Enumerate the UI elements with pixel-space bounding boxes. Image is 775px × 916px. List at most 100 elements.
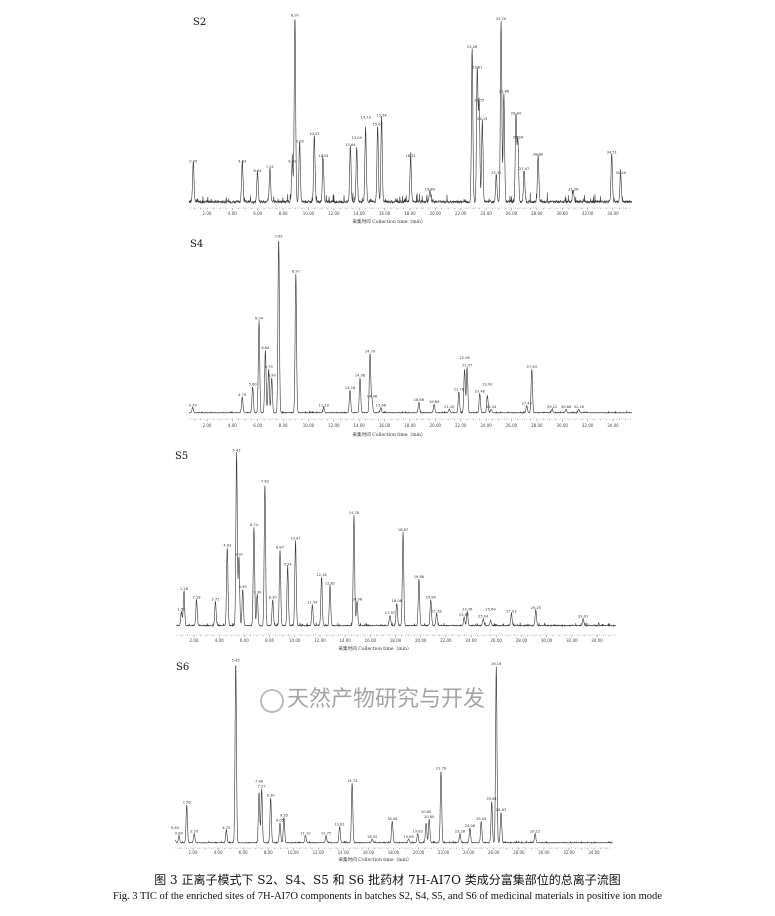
x-tick-label: 4.00 [214, 850, 223, 855]
x-tick-label: 20.00 [413, 850, 425, 855]
peak-label: 8.30 [267, 794, 276, 798]
x-tick-label: 4.00 [228, 211, 237, 216]
x-tick-label: 18.00 [404, 423, 416, 428]
peak-label: 7.65 [275, 235, 283, 239]
x-tick-label: 14.00 [339, 638, 351, 643]
x-tick-label: 10.00 [303, 423, 315, 428]
peak-label: 28.80 [533, 152, 544, 156]
peak-label: 6.92 [288, 160, 296, 164]
x-tick-label: 22.00 [455, 211, 467, 216]
peak-label: 7.51 [266, 165, 274, 169]
peak-label: 21.28 [431, 609, 442, 613]
peak-label: 25.70 [496, 17, 507, 21]
peak-label: 20.80 [424, 815, 435, 819]
peak-label: 4.79 [238, 393, 247, 397]
panel-title: S4 [190, 239, 203, 250]
x-tick-label: 30.00 [538, 850, 550, 855]
x-tick-label: 18.00 [390, 638, 402, 643]
x-tick-label: 2.00 [203, 211, 212, 216]
x-tick-label: 26.00 [491, 638, 503, 643]
peak-label: 0.79 [189, 403, 198, 407]
x-tick-label: 6.00 [239, 850, 248, 855]
peak-label: 29.22 [530, 830, 540, 834]
peak-label: 7.48 [255, 779, 264, 783]
peak-label: 1.56 [183, 801, 192, 805]
x-tick-label: 20.00 [415, 638, 427, 643]
peak-label: 14.78 [349, 511, 360, 515]
peak-label: 13.09 [352, 136, 363, 140]
peak-label: 31.16 [574, 405, 585, 409]
peak-label: 31.56 [568, 187, 579, 191]
peak-label: 14.79 [365, 349, 376, 353]
peak-label: 3.72 [211, 597, 219, 601]
peak-label: 12.75 [321, 831, 331, 835]
peak-label: 5.60 [249, 382, 258, 386]
peak-label: 25.86 [499, 89, 510, 93]
peak-label: 19.86 [414, 575, 425, 579]
peak-label: 21.78 [454, 388, 465, 392]
peak-label: 24.15 [477, 117, 487, 121]
peak-label: 14.74 [347, 779, 358, 783]
peak-label: 25.04 [478, 615, 489, 619]
peak-label: 35.28 [615, 171, 626, 175]
peak-label: 23.28 [467, 45, 478, 49]
x-tick-label: 26.00 [488, 850, 500, 855]
x-tick-label: 30.00 [557, 423, 569, 428]
peak-label: 8.30 [269, 596, 278, 600]
peak-label: 27.45 [522, 402, 532, 406]
x-tick-label: 14.00 [338, 850, 350, 855]
peak-label: 7.30 [253, 590, 262, 594]
peak-label: 18.66 [414, 398, 425, 402]
tic-trace [176, 452, 617, 628]
x-tick-label: 34.00 [588, 850, 600, 855]
chart-panel-s2: S2 6.97 25.70 23.28 23.61 25.86 23.75 26.84 15.9… [188, 14, 633, 225]
peak-label: 5.92 [235, 552, 243, 556]
peak-label: 18.67 [398, 528, 408, 532]
peak-label: 6.60 [261, 346, 270, 350]
x-tick-label: 18.00 [388, 850, 400, 855]
chart-panel-s4: S4 7.65 8.97 6.04 6.60 14.79 22.47 6.79 22.26 27.… [189, 235, 633, 438]
peak-label: 8.87 [276, 545, 284, 549]
peak-label: 2.18 [193, 596, 202, 600]
peak-label: 23.90 [482, 382, 493, 386]
x-tick-label: 28.00 [516, 638, 528, 643]
peak-label: 7.57 [258, 785, 266, 789]
x-tick-label: 12.00 [314, 638, 326, 643]
peak-label: 19.80 [425, 187, 436, 191]
peak-label: 18.08 [387, 817, 398, 821]
x-tick-label: 30.00 [557, 211, 569, 216]
x-tick-label: 16.00 [379, 211, 391, 216]
panel-title: S2 [193, 17, 206, 28]
x-tick-label: 34.00 [607, 211, 619, 216]
x-tick-label: 28.00 [531, 423, 543, 428]
x-tick-label: 2.00 [189, 850, 198, 855]
x-tick-label: 2.00 [203, 423, 212, 428]
peak-label: 14.98 [352, 597, 363, 601]
figure-caption-en: Fig. 3 TIC of the enriched sites of 7H-A… [113, 891, 662, 902]
peak-label: 9.35 [280, 813, 288, 817]
x-tick-label: 10.00 [288, 850, 300, 855]
x-tick-label: 6.00 [253, 211, 262, 216]
peak-label: 26.84 [511, 112, 522, 116]
watermark: 天然产物研究与开发 [287, 687, 486, 712]
peak-label: 16.55 [367, 835, 377, 839]
peak-label: 26.99 [513, 136, 524, 140]
peak-label: 2.20 [190, 830, 199, 834]
peak-label: 6.99 [268, 374, 277, 378]
peak-label: 19.89 [429, 400, 440, 404]
peak-label: 9.28 [296, 139, 305, 143]
chart-panel-s5: S5 5.43 7.63 14.78 6.74 18.67 10.07 4.63 8.87 5.9… [175, 449, 617, 652]
peak-label: 21.10 [444, 405, 455, 409]
peak-label: 23.28 [455, 830, 466, 834]
peak-label: 11.33 [318, 154, 328, 158]
peak-label: 1.50 [177, 608, 186, 612]
peak-label: 6.74 [250, 523, 259, 527]
peak-label: 17.37 [385, 611, 395, 615]
x-tick-label: 8.00 [279, 211, 288, 216]
peak-label: 23.76 [462, 608, 473, 612]
peak-label: 8.97 [292, 269, 300, 273]
x-tick-label: 8.00 [264, 850, 273, 855]
peak-label: 23.75 [474, 99, 484, 103]
peak-label: 6.97 [291, 14, 299, 18]
